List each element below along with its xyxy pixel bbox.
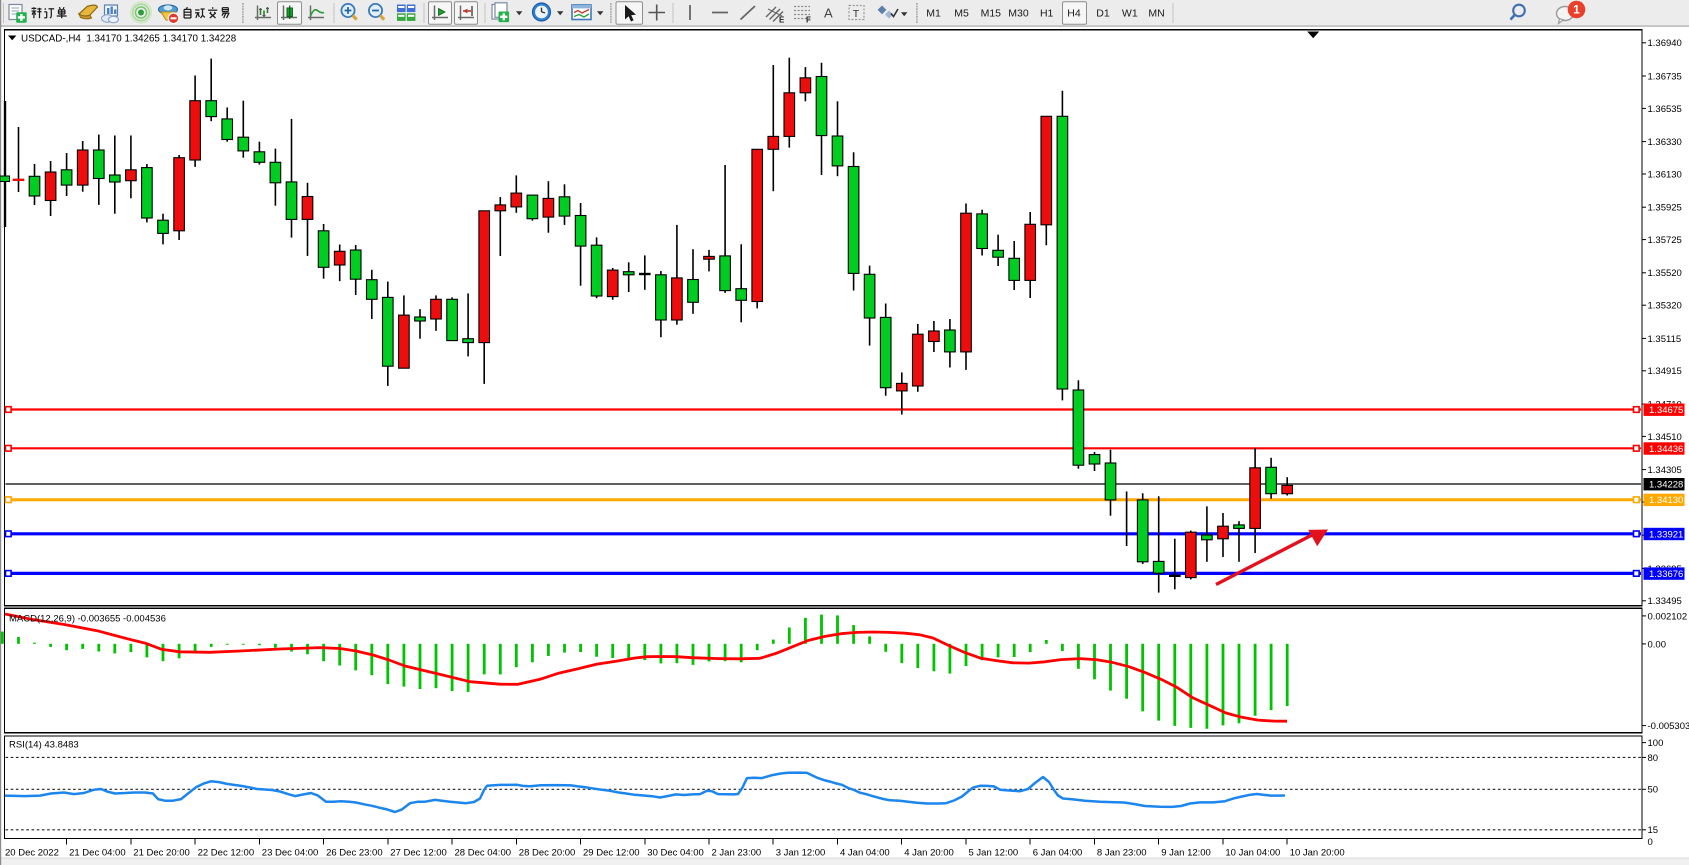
svg-text:A: A — [824, 6, 833, 21]
svg-text:1: 1 — [1573, 3, 1580, 17]
svg-text:W1: W1 — [1122, 8, 1138, 20]
svg-text:21 Dec 20:00: 21 Dec 20:00 — [133, 848, 190, 859]
svg-text:4 Jan 20:00: 4 Jan 20:00 — [904, 848, 954, 859]
svg-text:3 Jan 12:00: 3 Jan 12:00 — [776, 848, 826, 859]
svg-text:1.36735: 1.36735 — [1648, 71, 1682, 82]
svg-text:10 Jan 20:00: 10 Jan 20:00 — [1290, 848, 1345, 859]
svg-text:1.34510: 1.34510 — [1648, 432, 1682, 443]
svg-text:1.36940: 1.36940 — [1648, 38, 1682, 49]
svg-text:0.002102: 0.002102 — [1648, 611, 1688, 622]
svg-text:1.36130: 1.36130 — [1648, 169, 1682, 180]
svg-text:100: 100 — [1648, 738, 1664, 749]
svg-text:23 Dec 04:00: 23 Dec 04:00 — [262, 848, 319, 859]
svg-text:28 Dec 20:00: 28 Dec 20:00 — [519, 848, 576, 859]
svg-text:4 Jan 04:00: 4 Jan 04:00 — [840, 848, 890, 859]
svg-text:21 Dec 04:00: 21 Dec 04:00 — [69, 848, 126, 859]
svg-text:USDCAD-,H4 1.34170 1.34265 1.: USDCAD-,H4 1.34170 1.34265 1.34170 1.342… — [21, 34, 237, 45]
svg-text:1.35925: 1.35925 — [1648, 203, 1682, 214]
svg-text:1.35520: 1.35520 — [1648, 268, 1682, 279]
svg-text:22 Dec 12:00: 22 Dec 12:00 — [198, 848, 255, 859]
svg-text:1.33495: 1.33495 — [1648, 596, 1682, 607]
svg-text:20 Dec 2022: 20 Dec 2022 — [5, 848, 59, 859]
svg-text:30 Dec 04:00: 30 Dec 04:00 — [647, 848, 704, 859]
svg-text:5 Jan 12:00: 5 Jan 12:00 — [969, 848, 1019, 859]
svg-text:28 Dec 04:00: 28 Dec 04:00 — [455, 848, 512, 859]
svg-text:9 Jan 12:00: 9 Jan 12:00 — [1161, 848, 1211, 859]
svg-text:M5: M5 — [954, 8, 969, 20]
svg-text:1.35320: 1.35320 — [1648, 301, 1682, 312]
svg-text:MN: MN — [1148, 8, 1164, 20]
svg-text:M1: M1 — [926, 8, 941, 20]
svg-text:M15: M15 — [981, 8, 1002, 20]
svg-text:RSI(14) 43.8483: RSI(14) 43.8483 — [9, 740, 79, 751]
svg-text:1.34675: 1.34675 — [1649, 405, 1683, 416]
svg-text:1.35115: 1.35115 — [1648, 334, 1682, 345]
svg-text:80: 80 — [1648, 753, 1659, 764]
svg-text:H1: H1 — [1040, 8, 1054, 20]
svg-text:15: 15 — [1648, 825, 1659, 836]
svg-text:29 Dec 12:00: 29 Dec 12:00 — [583, 848, 640, 859]
svg-text:1.35725: 1.35725 — [1648, 235, 1682, 246]
svg-text:1.34915: 1.34915 — [1648, 366, 1682, 377]
svg-text:-0.005303: -0.005303 — [1648, 721, 1689, 732]
svg-text:6 Jan 04:00: 6 Jan 04:00 — [1033, 848, 1083, 859]
svg-text:1.33921: 1.33921 — [1649, 529, 1683, 540]
svg-text:1.36535: 1.36535 — [1648, 104, 1682, 115]
svg-text:8 Jan 23:00: 8 Jan 23:00 — [1097, 848, 1147, 859]
svg-text:0: 0 — [1648, 837, 1653, 848]
svg-text:10 Jan 04:00: 10 Jan 04:00 — [1225, 848, 1280, 859]
svg-text:1.33676: 1.33676 — [1649, 569, 1683, 580]
svg-text:26 Dec 23:00: 26 Dec 23:00 — [326, 848, 383, 859]
svg-text:50: 50 — [1648, 785, 1659, 796]
svg-text:1.34436: 1.34436 — [1649, 444, 1683, 455]
svg-text:M30: M30 — [1008, 8, 1029, 20]
svg-text:2 Jan 23:00: 2 Jan 23:00 — [712, 848, 762, 859]
svg-text:MACD(12,26,9) -0.003655 -0.004: MACD(12,26,9) -0.003655 -0.004536 — [9, 614, 166, 625]
svg-text:1.34130: 1.34130 — [1649, 495, 1683, 506]
svg-text:0.00: 0.00 — [1648, 639, 1667, 650]
svg-text:F: F — [806, 16, 811, 25]
svg-text:H4: H4 — [1067, 8, 1081, 20]
svg-text:27 Dec 12:00: 27 Dec 12:00 — [390, 848, 447, 859]
svg-text:T: T — [853, 8, 860, 20]
svg-text:1.34228: 1.34228 — [1649, 480, 1683, 491]
svg-text:1.34305: 1.34305 — [1648, 465, 1682, 476]
svg-text:1.36330: 1.36330 — [1648, 137, 1682, 148]
svg-text:E: E — [779, 16, 785, 25]
svg-text:D1: D1 — [1096, 8, 1110, 20]
